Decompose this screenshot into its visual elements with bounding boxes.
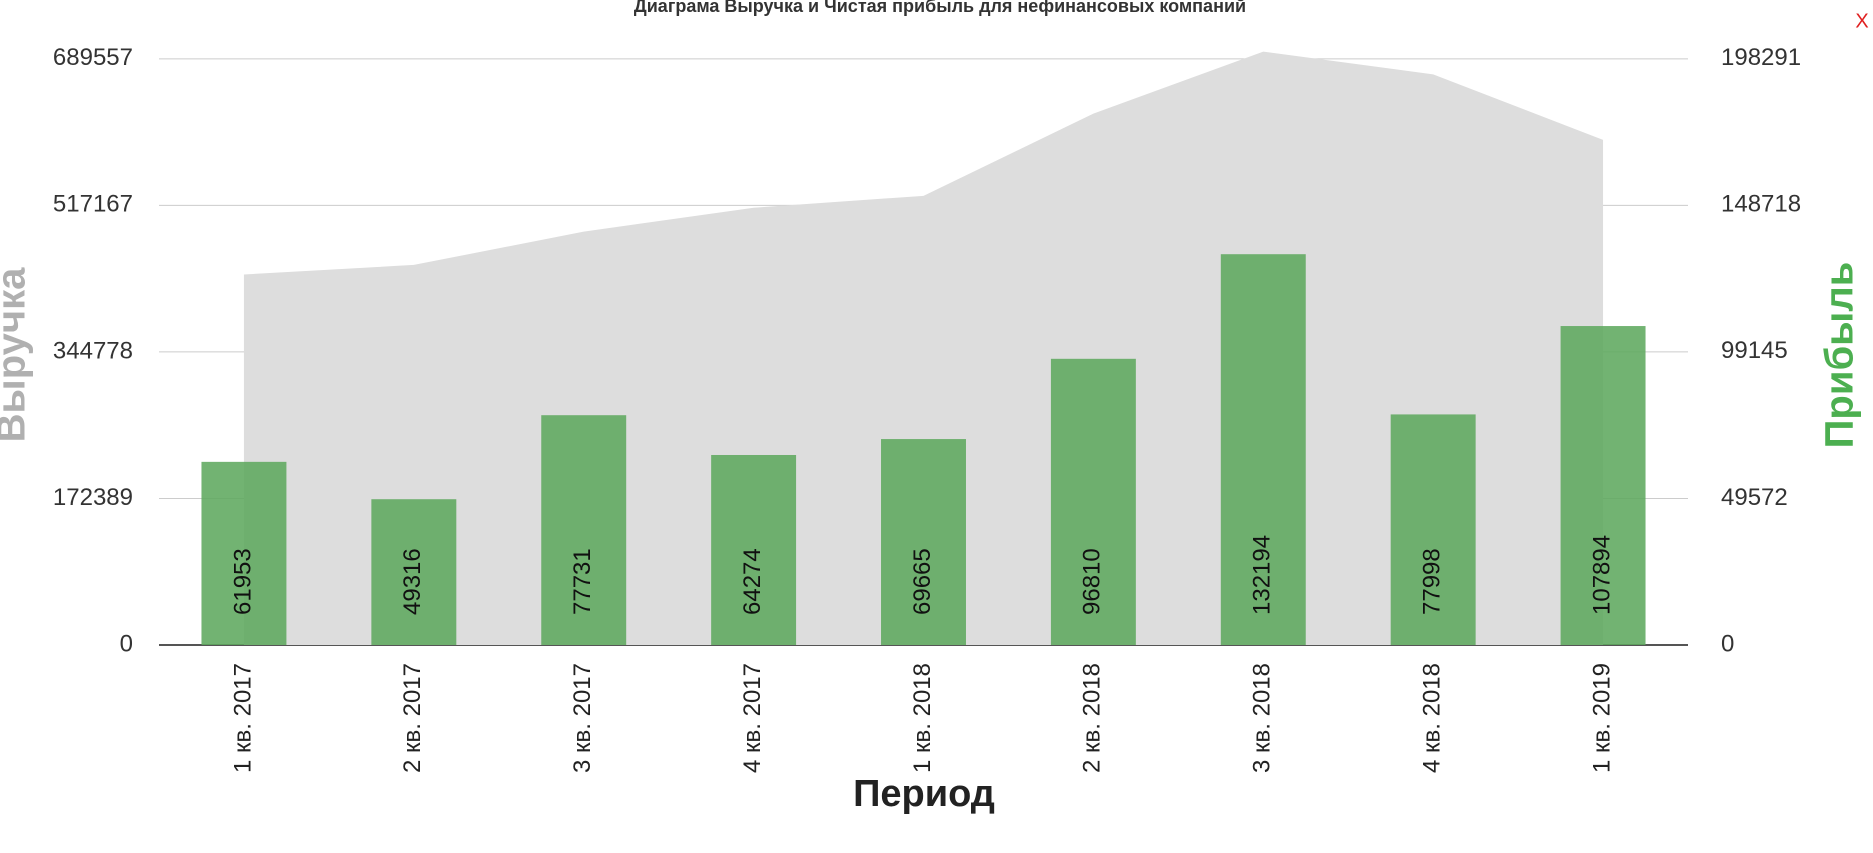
x-axis-title: Период — [853, 773, 995, 815]
bar-value-label: 77998 — [1419, 548, 1446, 615]
x-tick-label: 2 кв. 2017 — [399, 663, 426, 773]
x-tick-label: 1 кв. 2019 — [1588, 663, 1615, 773]
chart-title: Диаграма Выручка и Чистая прибыль для не… — [634, 0, 1246, 16]
profit-bar — [711, 454, 797, 645]
x-tick-label: 2 кв. 2018 — [1079, 663, 1106, 773]
close-button[interactable]: X — [1855, 10, 1868, 32]
bar-value-label: 132194 — [1249, 535, 1276, 615]
profit-bar — [1560, 326, 1646, 645]
x-tick-label: 4 кв. 2018 — [1419, 663, 1446, 773]
profit-bar — [881, 439, 966, 645]
bar-value-label: 77731 — [569, 548, 596, 615]
x-tick-label: 3 кв. 2018 — [1249, 663, 1276, 773]
y2-tick-label: 198291 — [1721, 44, 1801, 71]
profit-bar — [541, 415, 627, 645]
profit-bar — [371, 499, 457, 645]
x-tick-label: 1 кв. 2017 — [229, 663, 256, 773]
bar-value-label: 49316 — [399, 548, 426, 615]
y2-axis-title: Прибыль — [1818, 262, 1862, 449]
y-tick-label: 0 — [120, 630, 133, 657]
bar-value-label: 107894 — [1588, 535, 1615, 615]
y2-tick-label: 148718 — [1721, 191, 1801, 218]
x-tick-label: 4 кв. 2017 — [739, 663, 766, 773]
profit-bar — [201, 461, 287, 645]
bar-value-label: 61953 — [229, 548, 256, 615]
y-axis-title: Выручка — [0, 267, 34, 442]
y2-tick-label: 0 — [1721, 630, 1734, 657]
y-tick-label: 172389 — [53, 484, 133, 511]
profit-bar — [1390, 414, 1476, 645]
x-tick-label: 1 кв. 2018 — [909, 663, 936, 773]
y2-tick-label: 49572 — [1721, 484, 1788, 511]
bar-value-label: 96810 — [1079, 548, 1106, 615]
bar-value-label: 64274 — [739, 548, 766, 615]
y-tick-label: 689557 — [53, 44, 133, 71]
profit-bar — [1220, 254, 1306, 645]
bar-value-label: 69665 — [909, 548, 936, 615]
y-tick-label: 517167 — [53, 191, 133, 218]
x-tick-label: 3 кв. 2017 — [569, 663, 596, 773]
y-tick-label: 344778 — [53, 337, 133, 364]
y2-tick-label: 99145 — [1721, 337, 1788, 364]
profit-bar — [1050, 358, 1136, 645]
